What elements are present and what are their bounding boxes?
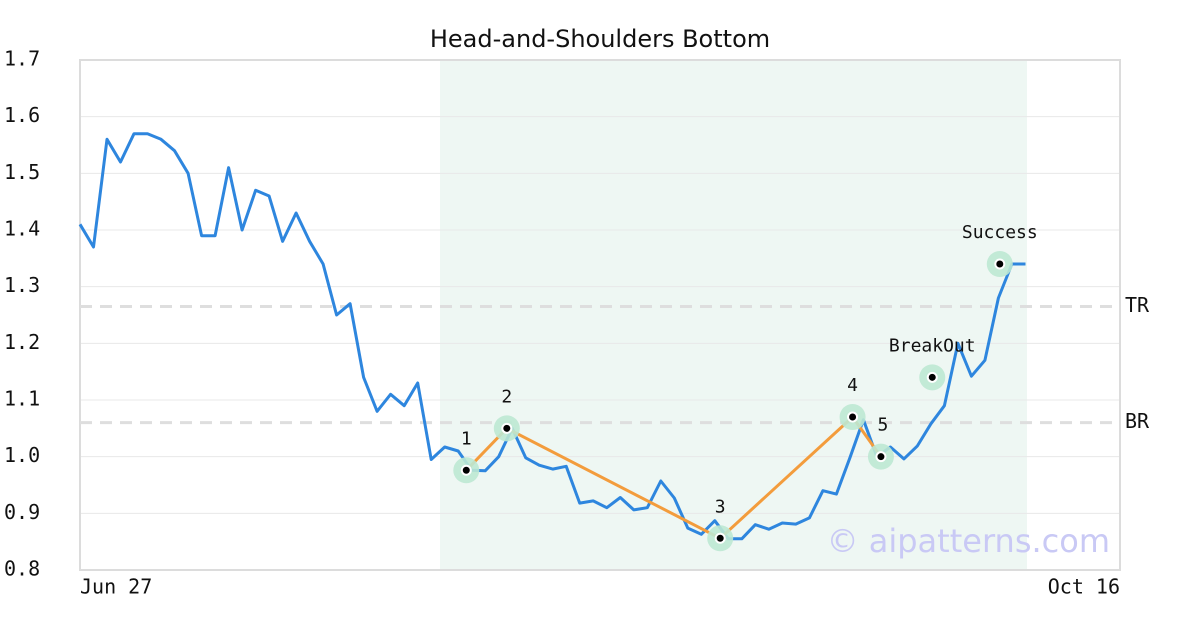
pattern-label: 3 xyxy=(715,496,726,517)
plot-frame xyxy=(79,59,1121,571)
y-tick-label: 1.2 xyxy=(4,330,40,354)
level-label: TR xyxy=(1125,293,1150,317)
pattern-label: BreakOut xyxy=(889,335,976,356)
y-tick-label: 0.8 xyxy=(4,557,40,581)
pattern-label: 5 xyxy=(878,415,889,436)
y-tick-label: 0.9 xyxy=(4,500,40,524)
y-tick-label: 1.7 xyxy=(4,47,40,71)
pattern-point xyxy=(926,371,938,383)
pattern-label: 1 xyxy=(461,428,472,449)
pattern-point xyxy=(460,464,472,476)
price-line xyxy=(78,132,1026,541)
y-tick-label: 1.4 xyxy=(4,217,40,241)
pattern-point xyxy=(501,422,513,434)
y-tick-label: 1.3 xyxy=(4,273,40,297)
pattern-point xyxy=(994,258,1006,270)
pattern-label: 2 xyxy=(501,386,512,407)
y-tick-label: 1.5 xyxy=(4,160,40,184)
y-tick-label: 1.6 xyxy=(4,103,40,127)
y-tick-label: 1.1 xyxy=(4,387,40,411)
chart-title: Head-and-Shoulders Bottom xyxy=(430,25,770,53)
pattern-label: Success xyxy=(962,222,1038,243)
x-tick-label: Jun 27 xyxy=(80,575,152,599)
pattern-region xyxy=(440,61,1027,569)
pattern-point xyxy=(714,532,726,544)
y-tick-label: 1.0 xyxy=(4,443,40,467)
pattern-point xyxy=(875,451,887,463)
pattern-point xyxy=(847,411,859,423)
watermark: © aipatterns.com xyxy=(827,522,1110,560)
level-label: BR xyxy=(1125,409,1150,433)
x-tick-label: Oct 16 xyxy=(1048,575,1120,599)
pattern-label: 4 xyxy=(847,375,858,396)
